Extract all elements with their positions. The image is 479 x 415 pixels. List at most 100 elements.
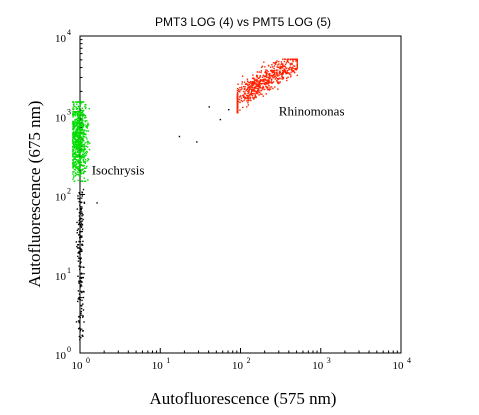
- event-dot: [243, 95, 245, 98]
- event-dot: [72, 149, 74, 151]
- event-dot: [82, 160, 85, 162]
- event-dot: [247, 87, 249, 89]
- event-dot: [276, 81, 279, 83]
- event-dot: [84, 124, 86, 126]
- event-dot: [73, 143, 75, 146]
- event-dot: [77, 129, 79, 131]
- event-dot: [74, 114, 76, 116]
- event-dot: [280, 66, 282, 69]
- event-dot: [265, 76, 268, 78]
- event-dot: [83, 156, 85, 158]
- event-dot: [242, 106, 244, 109]
- event-dot: [76, 167, 79, 170]
- event-dot: [83, 180, 86, 182]
- event-dot: [219, 118, 222, 121]
- event-dot: [273, 76, 276, 78]
- event-dot: [82, 109, 85, 112]
- event-dot: [82, 133, 85, 135]
- event-dot: [77, 327, 80, 330]
- event-dot: [81, 223, 84, 226]
- event-dot: [83, 129, 85, 131]
- event-dot: [236, 94, 239, 97]
- event-dot: [256, 87, 258, 90]
- event-dot: [236, 109, 239, 111]
- event-dot: [84, 161, 86, 163]
- event-dot: [258, 71, 260, 73]
- event-dot: [81, 243, 83, 246]
- event-dot: [74, 143, 76, 146]
- event-dot: [72, 137, 74, 139]
- event-dot: [81, 116, 84, 118]
- event-dot: [287, 69, 289, 72]
- event-dot: [83, 152, 85, 155]
- event-dot: [265, 79, 268, 81]
- event-dot: [73, 123, 76, 125]
- event-dot: [72, 106, 74, 108]
- event-dot: [262, 82, 264, 85]
- event-dot: [253, 86, 255, 89]
- event-dot: [254, 79, 257, 82]
- event-dot: [81, 111, 83, 114]
- event-dot: [87, 130, 90, 132]
- event-dot: [75, 132, 77, 134]
- x-axis-label: Autofluorescence (575 nm): [150, 389, 337, 408]
- event-dot: [74, 166, 77, 168]
- chart-title: PMT3 LOG (4) vs PMT5 LOG (5): [155, 15, 331, 29]
- event-dot: [261, 65, 264, 68]
- event-dot: [241, 100, 244, 103]
- event-dot: [269, 86, 271, 88]
- event-dot: [79, 286, 82, 288]
- event-dot: [196, 141, 198, 143]
- event-dot: [77, 130, 79, 132]
- event-dot: [81, 212, 83, 215]
- event-dot: [86, 125, 89, 128]
- event-dot: [77, 154, 79, 156]
- y-tick-exponent: 1: [67, 266, 71, 275]
- event-dot: [75, 118, 77, 121]
- event-dot: [292, 65, 295, 67]
- event-dot: [79, 138, 82, 140]
- event-dot: [74, 172, 77, 174]
- event-dot: [80, 236, 82, 238]
- event-dot: [254, 86, 257, 88]
- event-dot: [286, 71, 288, 73]
- event-dot: [280, 63, 282, 66]
- event-dot: [247, 84, 249, 86]
- event-dot: [281, 67, 284, 69]
- event-dot: [267, 76, 269, 79]
- event-dot: [79, 158, 81, 160]
- event-dot: [76, 141, 79, 143]
- event-dot: [265, 75, 268, 77]
- event-dot: [73, 125, 76, 128]
- event-dot: [261, 93, 263, 95]
- event-dot: [78, 247, 80, 249]
- event-dot: [75, 108, 78, 110]
- event-dot: [296, 74, 298, 77]
- event-dot: [249, 86, 251, 89]
- event-dot: [81, 180, 84, 182]
- event-dot: [268, 77, 270, 80]
- event-dot: [77, 179, 79, 182]
- event-dot: [78, 134, 81, 136]
- event-dot: [247, 86, 250, 88]
- event-dot: [275, 77, 277, 79]
- event-dot: [284, 66, 287, 68]
- event-dot: [72, 113, 74, 116]
- event-dot: [83, 170, 85, 172]
- event-dot: [80, 120, 83, 122]
- event-dot: [78, 198, 81, 200]
- event-dot: [77, 149, 79, 151]
- event-dot: [75, 101, 77, 103]
- event-dot: [74, 115, 76, 117]
- event-dot: [85, 130, 88, 132]
- event-dot: [78, 162, 80, 164]
- event-dot: [74, 142, 76, 145]
- event-dot: [74, 141, 76, 144]
- event-dot: [239, 95, 242, 97]
- event-dot: [87, 141, 90, 144]
- event-dot: [72, 173, 74, 175]
- event-dot: [83, 147, 86, 149]
- event-dot: [77, 159, 79, 161]
- population-label: Isochrysis: [92, 162, 145, 177]
- event-dot: [82, 132, 85, 134]
